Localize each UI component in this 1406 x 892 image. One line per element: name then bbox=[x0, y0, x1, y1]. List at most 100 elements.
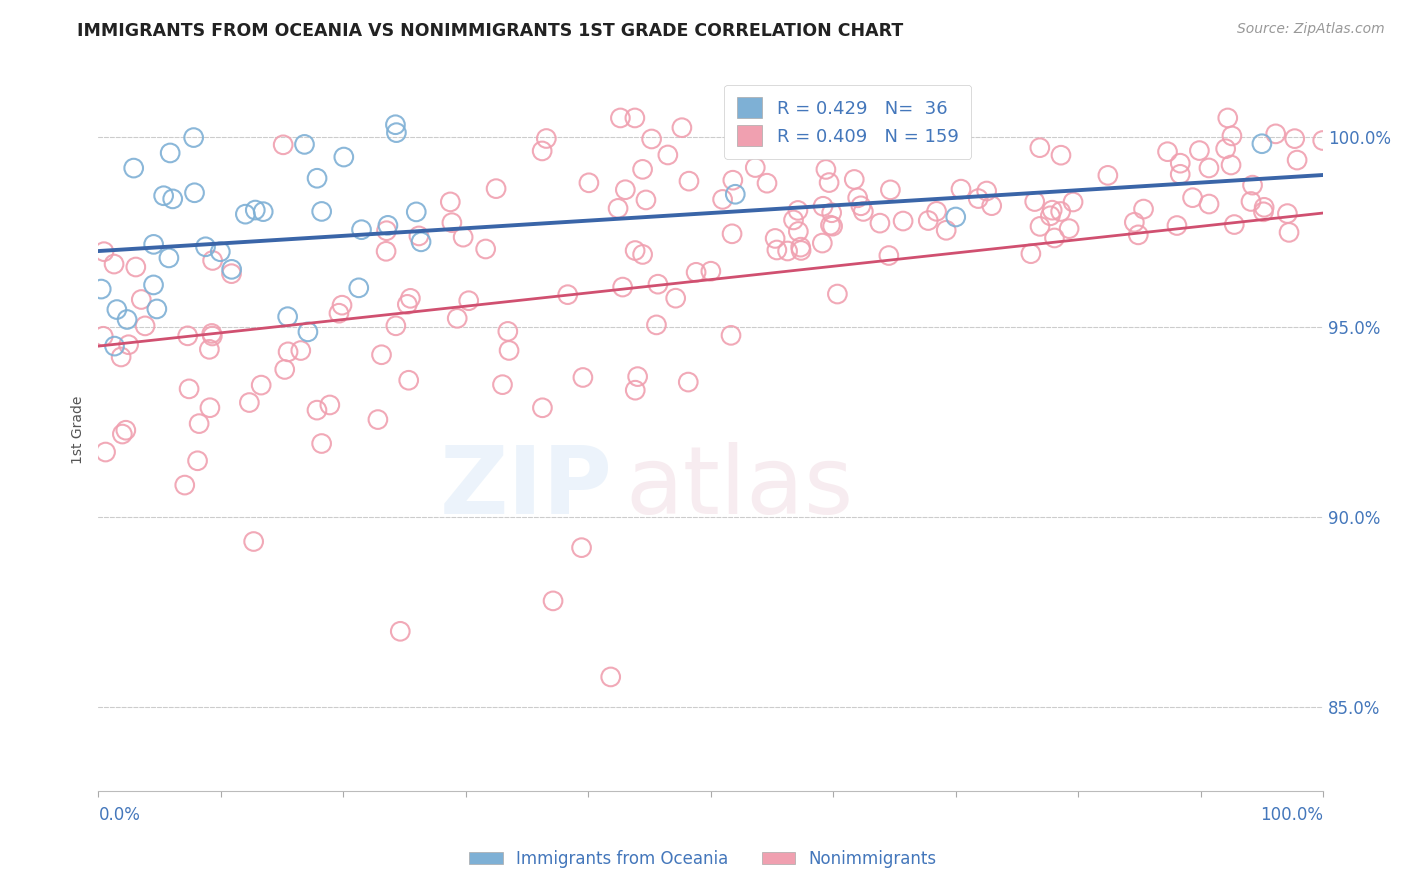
Point bbox=[820, 205, 842, 219]
Point bbox=[311, 436, 333, 450]
Point bbox=[474, 242, 496, 256]
Point bbox=[103, 257, 125, 271]
Point bbox=[678, 174, 700, 188]
Point bbox=[1029, 141, 1052, 155]
Point bbox=[1253, 200, 1275, 214]
Point bbox=[198, 401, 221, 415]
Point bbox=[787, 203, 810, 218]
Point bbox=[194, 240, 217, 254]
Point bbox=[782, 213, 804, 227]
Point bbox=[1216, 111, 1239, 125]
Point bbox=[634, 193, 657, 207]
Point bbox=[720, 328, 742, 343]
Legend: R = 0.429   N=  36, R = 0.409   N = 159: R = 0.429 N= 36, R = 0.409 N = 159 bbox=[724, 85, 972, 159]
Point bbox=[541, 594, 564, 608]
Point bbox=[396, 297, 419, 311]
Point bbox=[1123, 215, 1146, 229]
Point bbox=[789, 240, 811, 254]
Point bbox=[711, 193, 734, 207]
Point bbox=[1220, 128, 1243, 143]
Point bbox=[744, 161, 766, 175]
Point bbox=[384, 118, 406, 132]
Point bbox=[183, 130, 205, 145]
Point bbox=[1057, 221, 1080, 235]
Point bbox=[250, 378, 273, 392]
Point bbox=[498, 343, 520, 358]
Point bbox=[1166, 219, 1188, 233]
Point bbox=[756, 176, 779, 190]
Point bbox=[146, 301, 169, 316]
Point bbox=[852, 204, 875, 219]
Point bbox=[945, 210, 967, 224]
Point bbox=[827, 287, 849, 301]
Point bbox=[1097, 169, 1119, 183]
Point bbox=[1251, 136, 1274, 151]
Point bbox=[1024, 194, 1046, 209]
Point bbox=[879, 183, 901, 197]
Point bbox=[177, 382, 200, 396]
Point bbox=[1168, 167, 1191, 181]
Point bbox=[277, 344, 299, 359]
Y-axis label: 1st Grade: 1st Grade bbox=[72, 395, 86, 464]
Point bbox=[1264, 127, 1286, 141]
Point bbox=[330, 298, 353, 312]
Point bbox=[367, 412, 389, 426]
Point bbox=[350, 222, 373, 236]
Point bbox=[457, 293, 479, 308]
Point bbox=[142, 277, 165, 292]
Point bbox=[93, 244, 115, 259]
Point bbox=[891, 214, 914, 228]
Point bbox=[1286, 153, 1309, 167]
Point bbox=[375, 244, 398, 259]
Point bbox=[811, 236, 834, 251]
Point bbox=[531, 144, 554, 158]
Point bbox=[925, 204, 948, 219]
Point bbox=[614, 183, 637, 197]
Point bbox=[375, 224, 398, 238]
Point bbox=[846, 191, 869, 205]
Point bbox=[1277, 206, 1299, 220]
Point bbox=[557, 287, 579, 301]
Point bbox=[607, 202, 630, 216]
Point bbox=[333, 150, 356, 164]
Point bbox=[1198, 161, 1220, 175]
Point bbox=[1132, 202, 1154, 216]
Point bbox=[1049, 204, 1071, 219]
Point bbox=[849, 199, 872, 213]
Point bbox=[1039, 209, 1062, 223]
Text: IMMIGRANTS FROM OCEANIA VS NONIMMIGRANTS 1ST GRADE CORRELATION CHART: IMMIGRANTS FROM OCEANIA VS NONIMMIGRANTS… bbox=[77, 22, 904, 40]
Point bbox=[844, 172, 866, 186]
Point bbox=[1215, 142, 1237, 156]
Point bbox=[297, 325, 319, 339]
Legend: Immigrants from Oceania, Nonimmigrants: Immigrants from Oceania, Nonimmigrants bbox=[463, 844, 943, 875]
Point bbox=[877, 248, 900, 262]
Point bbox=[671, 120, 693, 135]
Point bbox=[1241, 178, 1264, 193]
Point bbox=[409, 235, 432, 249]
Point bbox=[198, 343, 221, 357]
Point bbox=[572, 370, 595, 384]
Point bbox=[496, 325, 519, 339]
Point bbox=[110, 350, 132, 364]
Point bbox=[152, 188, 174, 202]
Point bbox=[439, 194, 461, 209]
Point bbox=[451, 230, 474, 244]
Point bbox=[209, 244, 232, 259]
Text: ZIP: ZIP bbox=[440, 442, 613, 533]
Point bbox=[91, 329, 114, 343]
Point bbox=[114, 423, 136, 437]
Point bbox=[328, 306, 350, 320]
Point bbox=[446, 311, 468, 326]
Point bbox=[277, 310, 299, 324]
Point bbox=[134, 318, 156, 333]
Point bbox=[624, 111, 647, 125]
Point bbox=[821, 219, 844, 234]
Point bbox=[949, 182, 972, 196]
Text: 0.0%: 0.0% bbox=[98, 806, 141, 824]
Point bbox=[117, 337, 139, 351]
Point bbox=[271, 137, 294, 152]
Point bbox=[1029, 219, 1052, 234]
Point bbox=[221, 262, 243, 277]
Point bbox=[347, 281, 370, 295]
Point bbox=[201, 329, 224, 343]
